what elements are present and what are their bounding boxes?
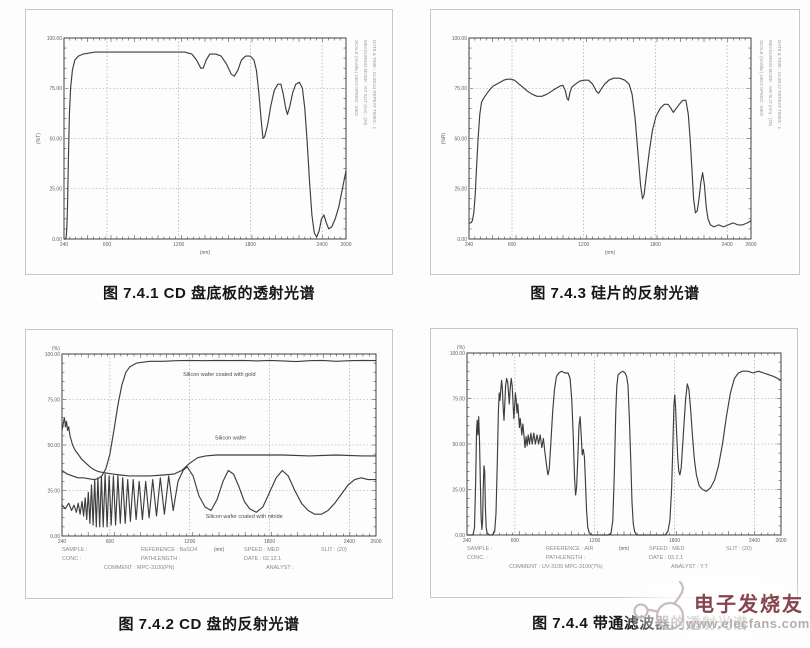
svg-text:100.00: 100.00 [45, 352, 61, 358]
svg-text:2400: 2400 [749, 538, 760, 544]
svg-text:Silicon wafer: Silicon wafer [215, 436, 246, 442]
svg-text:2400: 2400 [344, 539, 355, 545]
figure-caption-7-4-3: 图 7.4.3 硅片的反射光谱 [530, 285, 700, 302]
svg-text:REFERENCE : BaSO4: REFERENCE : BaSO4 [141, 547, 197, 553]
figure-panel-7-4-3: 240 600 1200 1800 2400 2600 (nm) 100.00 75.00 50.… [430, 9, 800, 275]
svg-text:100.00: 100.00 [47, 36, 63, 42]
svg-text:PATHLENGTH :: PATHLENGTH : [546, 555, 586, 561]
svg-text:(%): (%) [457, 345, 465, 351]
svg-text:100.00: 100.00 [452, 36, 468, 42]
svg-text:240: 240 [60, 242, 69, 248]
watermark-brand-text: 电子发烧友 [694, 594, 804, 616]
svg-text:1800: 1800 [669, 538, 680, 544]
svg-text:50.00: 50.00 [454, 136, 467, 142]
svg-text:SAMPLE :: SAMPLE : [62, 547, 88, 553]
svg-text:SCALE (nm/div.) 100.0 SPEE: SCALE (nm/div.) 100.0 SPEED : MED [759, 40, 764, 117]
svg-text:1200: 1200 [578, 242, 589, 248]
watermark-url-text: www.elecfans.com [686, 616, 810, 631]
svg-text:50.00: 50.00 [49, 136, 62, 142]
svg-text:25.00: 25.00 [47, 488, 60, 494]
chart-silicon-wafer-reflection: 240 600 1200 1800 2400 2600 (nm) 100.00 75.00 50.… [431, 10, 799, 274]
svg-text:COMMENT : MPC-3100(PN): COMMENT : MPC-3100(PN) [104, 565, 175, 571]
svg-text:1200: 1200 [589, 538, 600, 544]
figure-panel-7-4-1: 240 600 1200 1800 2400 2600 (nm) 100.00 75.00 50.… [25, 9, 393, 275]
svg-text:Silicon wafer coated with gold: Silicon wafer coated with gold [183, 372, 255, 378]
svg-text:25.00: 25.00 [454, 187, 467, 193]
svg-text:50.00: 50.00 [47, 443, 60, 449]
svg-text:COMMENT : UV-3100 MPC-3100(7%): COMMENT : UV-3100 MPC-3100(7%) [509, 564, 603, 570]
figure-panel-7-4-4: 240 600 1200 1800 2400 2600 (nm) 100.00 75.00 50.… [430, 328, 798, 598]
svg-text:2600: 2600 [745, 242, 756, 248]
svg-text:CONC :: CONC : [62, 556, 82, 562]
svg-text:75.00: 75.00 [47, 397, 60, 403]
svg-text:600: 600 [103, 242, 112, 248]
svg-text:2600: 2600 [775, 538, 786, 544]
svg-text:0.00: 0.00 [457, 237, 467, 243]
svg-text:DATE & TIME : 16:38:44 REPE: DATE & TIME : 16:38:44 REPEAT TIMES : 1 [372, 40, 377, 130]
svg-text:25.00: 25.00 [452, 487, 465, 493]
svg-text:0.00: 0.00 [50, 534, 60, 540]
chart-bandpass-filter-transmission: 240 600 1200 1800 2400 2600 (nm) 100.00 75.00 50.… [431, 329, 797, 597]
svg-text:240: 240 [58, 539, 67, 545]
svg-text:600: 600 [106, 539, 115, 545]
svg-text:2400: 2400 [722, 242, 733, 248]
elecfans-logo-icon [633, 580, 685, 631]
svg-text:MEASURING MODE : %T SLIT (n: MEASURING MODE : %T SLIT (nm) : (20) [363, 40, 368, 126]
svg-text:SLIT : (20): SLIT : (20) [726, 546, 752, 552]
svg-text:600: 600 [508, 242, 517, 248]
svg-text:DATE : 02.12.1: DATE : 02.12.1 [244, 556, 281, 562]
svg-text:(nm): (nm) [605, 250, 616, 256]
svg-text:75.00: 75.00 [454, 86, 467, 92]
svg-text:1200: 1200 [184, 539, 195, 545]
svg-text:(nm): (nm) [200, 250, 211, 256]
svg-text:25.00: 25.00 [49, 187, 62, 193]
svg-text:(nm): (nm) [619, 546, 630, 552]
svg-text:SLIT : (20): SLIT : (20) [321, 547, 347, 553]
figure-caption-7-4-2: 图 7.4.2 CD 盘的反射光谱 [118, 616, 300, 633]
svg-text:240: 240 [465, 242, 474, 248]
svg-text:75.00: 75.00 [452, 396, 465, 402]
svg-text:PATHLENGTH :: PATHLENGTH : [141, 556, 181, 562]
svg-text:Silicon wafer coated with nitr: Silicon wafer coated with nitride [206, 514, 283, 520]
svg-text:1800: 1800 [264, 539, 275, 545]
svg-text:75.00: 75.00 [49, 86, 62, 92]
svg-text:ANALYST :: ANALYST : [266, 565, 294, 571]
svg-text:2400: 2400 [317, 242, 328, 248]
svg-text:SCALE (nm/div.) 100.0 SPEE: SCALE (nm/div.) 100.0 SPEED : MED [354, 40, 359, 117]
svg-text:DATE & TIME : 16:38:17 REPE: DATE & TIME : 16:38:17 REPEAT TIMES : 1 [777, 40, 782, 130]
svg-text:1800: 1800 [650, 242, 661, 248]
figure-panel-7-4-2: 240 600 1200 1800 2400 2600 (nm) 100.00 75.00 50.… [25, 329, 393, 599]
svg-text:SPEED : MED: SPEED : MED [244, 547, 279, 553]
svg-text:50.00: 50.00 [452, 442, 465, 448]
svg-text:SAMPLE :: SAMPLE : [467, 546, 493, 552]
svg-text:2600: 2600 [370, 539, 381, 545]
svg-text:(nm): (nm) [214, 547, 225, 553]
chart-cd-disc-reflection: 240 600 1200 1800 2400 2600 (nm) 100.00 75.00 50.… [26, 330, 392, 598]
svg-text:(%): (%) [52, 346, 60, 352]
chart-cd-substrate-transmission: 240 600 1200 1800 2400 2600 (nm) 100.00 75.00 50.… [26, 10, 392, 274]
svg-text:(%T): (%T) [36, 133, 42, 144]
watermark: 电子发烧友 www.elecfans.com [614, 566, 810, 648]
figure-caption-7-4-1: 图 7.4.1 CD 盘底板的透射光谱 [102, 285, 316, 302]
svg-text:0.00: 0.00 [455, 533, 465, 539]
svg-text:REFERENCE : AIR: REFERENCE : AIR [546, 546, 593, 552]
svg-text:100.00: 100.00 [450, 351, 466, 357]
svg-text:(%R): (%R) [441, 132, 447, 144]
svg-text:MEASURING MODE : %R SLIT (n: MEASURING MODE : %R SLIT (nm) : (20) [768, 40, 773, 126]
svg-text:1800: 1800 [245, 242, 256, 248]
svg-text:600: 600 [511, 538, 520, 544]
svg-text:1200: 1200 [173, 242, 184, 248]
svg-text:0.00: 0.00 [52, 237, 62, 243]
svg-text:CONC. :: CONC. : [467, 555, 488, 561]
svg-text:2600: 2600 [340, 242, 351, 248]
svg-text:DATE : 03.2.1: DATE : 03.2.1 [649, 555, 683, 561]
svg-text:240: 240 [463, 538, 472, 544]
svg-text:SPEED : MED: SPEED : MED [649, 546, 684, 552]
